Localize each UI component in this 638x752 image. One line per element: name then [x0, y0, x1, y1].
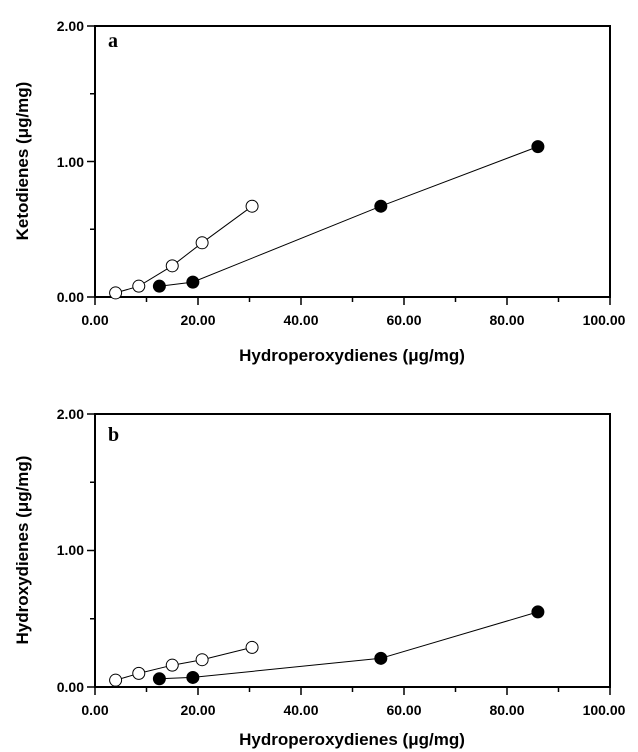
x-axis-title-b: Hydroperoxydienes (μg/mg)	[239, 730, 465, 749]
x-tick-label: 20.00	[180, 312, 215, 328]
plot-frame-b	[95, 414, 610, 687]
x-tick-label: 0.00	[81, 702, 108, 718]
y-tick-label: 1.00	[57, 154, 84, 170]
x-axis-title-a: Hydroperoxydienes (μg/mg)	[239, 346, 465, 365]
filled-data-point	[532, 606, 544, 618]
open-data-point	[196, 654, 208, 666]
y-ticks-a: 0.00 1.00 2.00	[57, 18, 84, 305]
filled-data-point	[153, 673, 165, 685]
panel-a: a Hydroperoxydienes (μg/mg) Ketodienes (…	[13, 18, 626, 365]
x-tick-label: 40.00	[283, 702, 318, 718]
filled-data-point	[532, 141, 544, 153]
tick-marks-a	[87, 26, 610, 305]
series-line	[116, 206, 253, 293]
x-tick-label: 100.00	[583, 702, 626, 718]
filled-data-point	[187, 276, 199, 288]
x-tick-label: 80.00	[489, 312, 524, 328]
data-marks-a	[110, 141, 544, 299]
x-tick-label: 40.00	[283, 312, 318, 328]
x-tick-label: 60.00	[386, 702, 421, 718]
x-tick-label: 20.00	[180, 702, 215, 718]
filled-data-point	[375, 652, 387, 664]
open-data-point	[110, 674, 122, 686]
plot-frame-a	[95, 26, 610, 297]
open-data-point	[133, 667, 145, 679]
series-line	[159, 147, 538, 287]
open-data-point	[110, 287, 122, 299]
y-tick-label: 1.00	[57, 542, 84, 558]
filled-data-point	[153, 280, 165, 292]
open-data-point	[246, 641, 258, 653]
panel-b: b Hydroperoxydienes (μg/mg) Hydroxydiene…	[13, 406, 626, 749]
x-tick-label: 0.00	[81, 312, 108, 328]
y-tick-label: 0.00	[57, 289, 84, 305]
open-data-point	[166, 659, 178, 671]
x-tick-label: 80.00	[489, 702, 524, 718]
panel-label-a: a	[108, 30, 118, 52]
open-data-point	[196, 237, 208, 249]
filled-data-point	[375, 200, 387, 212]
data-marks-b	[110, 606, 544, 686]
y-ticks-b: 0.00 1.00 2.00	[57, 406, 84, 695]
panel-label-b: b	[108, 424, 119, 446]
y-tick-label: 2.00	[57, 18, 84, 34]
tick-marks-b	[87, 414, 610, 695]
x-ticks-a: 0.00 20.00 40.00 60.00 80.00 100.00	[81, 312, 625, 328]
y-tick-label: 0.00	[57, 679, 84, 695]
open-data-point	[133, 280, 145, 292]
filled-data-point	[187, 671, 199, 683]
x-tick-label: 60.00	[386, 312, 421, 328]
y-tick-label: 2.00	[57, 406, 84, 422]
x-ticks-b: 0.00 20.00 40.00 60.00 80.00 100.00	[81, 702, 625, 718]
y-axis-title-a: Ketodienes (μg/mg)	[13, 82, 32, 241]
open-data-point	[246, 200, 258, 212]
x-tick-label: 100.00	[583, 312, 626, 328]
series-line	[159, 612, 538, 679]
y-axis-title-b: Hydroxydienes (μg/mg)	[13, 456, 32, 645]
open-data-point	[166, 260, 178, 272]
